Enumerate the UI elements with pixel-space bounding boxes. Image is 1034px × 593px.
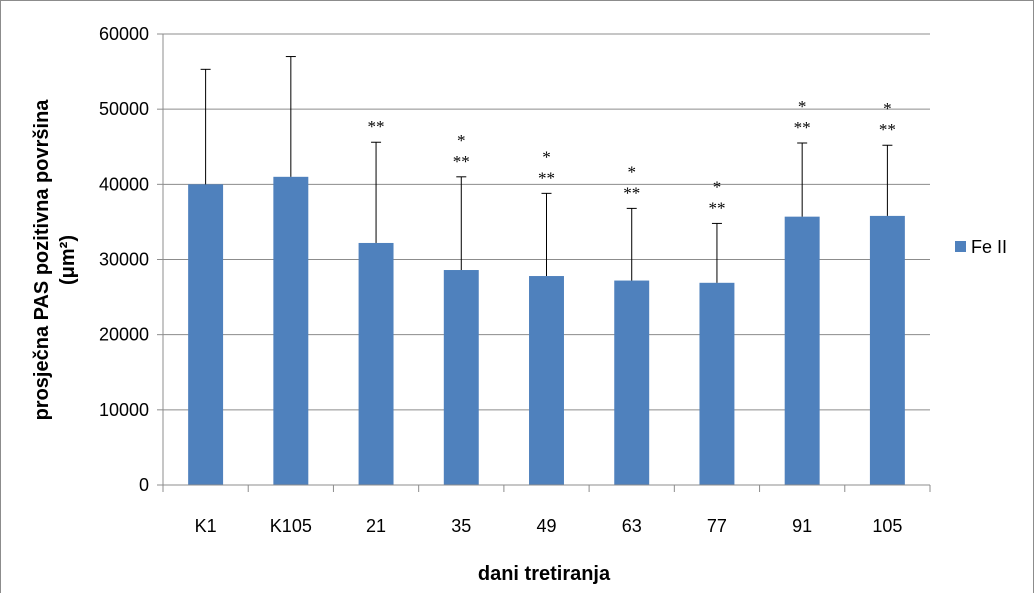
significance-label: * bbox=[713, 177, 722, 196]
x-tick-label: 105 bbox=[872, 516, 902, 536]
significance-label: * bbox=[457, 131, 466, 150]
y-axis-title-line1: prosječna PAS pozitivna površina bbox=[31, 99, 53, 421]
bar bbox=[443, 270, 479, 485]
significance-label: ** bbox=[453, 152, 470, 171]
y-tick-labels: 0 10000 20000 30000 40000 50000 60000 bbox=[99, 24, 149, 495]
y-axis-title-line2: (μm²) bbox=[57, 235, 79, 285]
x-tick-label: 21 bbox=[366, 516, 386, 536]
bar bbox=[784, 216, 820, 485]
bar bbox=[699, 282, 735, 485]
bar bbox=[869, 215, 905, 486]
x-tick-labels: K1 K105 21 35 49 63 77 91 105 bbox=[195, 516, 903, 536]
significance-label: ** bbox=[623, 183, 640, 202]
significance-label: ** bbox=[879, 120, 896, 139]
y-tick-label: 0 bbox=[139, 475, 149, 495]
bar bbox=[273, 176, 309, 486]
bar bbox=[188, 184, 224, 486]
x-tick-label: 77 bbox=[707, 516, 727, 536]
significance-label: * bbox=[542, 147, 551, 166]
y-tick-label: 20000 bbox=[99, 325, 149, 345]
bar bbox=[358, 242, 394, 485]
x-tick-label: 35 bbox=[451, 516, 471, 536]
bar bbox=[614, 280, 650, 485]
y-tick-label: 40000 bbox=[99, 174, 149, 194]
error-bars bbox=[200, 56, 893, 283]
significance-label: * bbox=[627, 162, 636, 181]
y-tick-label: 10000 bbox=[99, 400, 149, 420]
significance-label: ** bbox=[538, 168, 555, 187]
x-tick-label: 63 bbox=[622, 516, 642, 536]
legend: Fe II bbox=[955, 237, 1007, 257]
x-tick-label: K105 bbox=[270, 516, 312, 536]
legend-label: Fe II bbox=[971, 237, 1007, 257]
legend-swatch bbox=[955, 241, 966, 252]
y-tick-label: 30000 bbox=[99, 250, 149, 270]
x-tick-label: 49 bbox=[536, 516, 556, 536]
x-tick-label: K1 bbox=[195, 516, 217, 536]
bar bbox=[529, 276, 564, 485]
y-tick-label: 60000 bbox=[99, 24, 149, 44]
bars bbox=[188, 176, 905, 486]
significance-label: * bbox=[798, 97, 807, 116]
x-tick-label: 91 bbox=[792, 516, 812, 536]
significance-label: ** bbox=[368, 117, 385, 136]
axes bbox=[157, 33, 931, 492]
significance-label: ** bbox=[708, 198, 725, 217]
significance-markers: ***** *** *** ********* bbox=[368, 97, 896, 217]
significance-label: * bbox=[883, 99, 892, 118]
y-tick-label: 50000 bbox=[99, 99, 149, 119]
x-axis-title: dani tretiranja bbox=[478, 563, 611, 585]
significance-label: ** bbox=[794, 118, 811, 137]
